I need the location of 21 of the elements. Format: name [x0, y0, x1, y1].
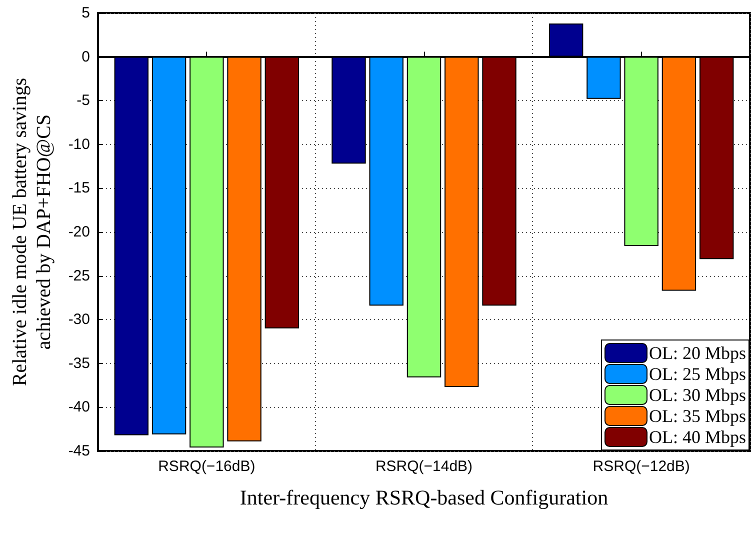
legend-label: OL: 35 Mbps: [648, 406, 746, 426]
y-tick-label: -35: [68, 354, 90, 372]
y-tick-label: -20: [68, 224, 90, 240]
x-tick-label: RSRQ(−16dB): [158, 458, 256, 475]
legend-label: OL: 40 Mbps: [648, 427, 746, 447]
x-tick-label: RSRQ(−14dB): [375, 458, 473, 475]
y-tick-label: 0: [82, 48, 90, 66]
y-tick-label: -40: [68, 398, 90, 416]
y-tick-label: -10: [68, 136, 90, 153]
y-tick-label: -5: [76, 92, 90, 110]
y-axis-title: Relative idle mode UE battery savings achieved by DAP+FHO@CS: [9, 78, 55, 386]
y-tick-label: -15: [68, 180, 90, 197]
y-tick-label: -25: [68, 267, 90, 284]
legend-label: OL: 20 Mbps: [648, 343, 746, 363]
x-axis-title: Inter-frequency RSRQ-based Configuration: [240, 486, 609, 510]
x-tick-label: RSRQ(−12dB): [592, 458, 690, 475]
y-tick-label: 5: [82, 4, 90, 22]
legend-label: OL: 25 Mbps: [648, 364, 746, 384]
y-tick-label: -30: [68, 311, 90, 328]
y-tick-label: -45: [68, 442, 90, 460]
legend-label: OL: 30 Mbps: [648, 385, 746, 405]
